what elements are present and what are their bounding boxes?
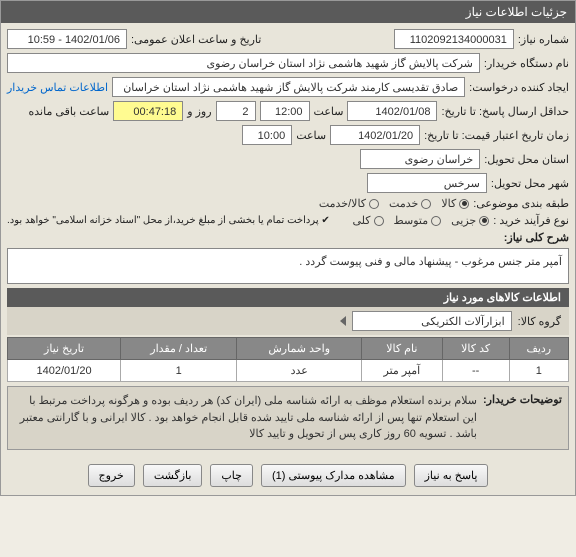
goods-group-value: ابزارآلات الکتریکی [352, 311, 512, 331]
days-label: روز و [187, 105, 211, 118]
need-no-value: 1102092134000031 [394, 29, 514, 49]
radio-label: جزیی [451, 214, 476, 227]
back-button[interactable]: بازگشت [143, 464, 203, 487]
radio-label: کالا [441, 197, 456, 210]
radio-label: متوسط [394, 214, 429, 227]
radio-icon [459, 199, 469, 209]
cell-date: 1402/01/20 [8, 360, 121, 382]
need-no-label: شماره نیاز: [518, 33, 569, 46]
print-button[interactable]: چاپ [210, 464, 253, 487]
radio-icon [431, 216, 441, 226]
city-value: سرخس [367, 173, 487, 193]
cell-name: آمپر متر [362, 360, 443, 382]
summary-label: شرح کلی نیاز: [504, 231, 569, 244]
buyer-notes-box: توضیحات خریدار: سلام برنده استعلام موظف … [7, 386, 569, 450]
radio-label: کلی [353, 214, 371, 227]
radio-icon [374, 216, 384, 226]
summary-box: آمپر متر جنس مرغوب - پیشنهاد مالی و فنی … [7, 248, 569, 284]
deadline-label: حداقل ارسال پاسخ: تا تاریخ: [441, 105, 569, 118]
th-date: تاریخ نیاز [8, 338, 121, 360]
province-value: خراسان رضوی [360, 149, 480, 169]
th-name: نام کالا [362, 338, 443, 360]
radio-label: خدمت [389, 197, 418, 210]
details-panel: جزئیات اطلاعات نیاز شماره نیاز: 11020921… [0, 0, 576, 496]
announce-label: تاریخ و ساعت اعلان عمومی: [131, 33, 261, 46]
items-section-title: اطلاعات کالاهای مورد نیاز [7, 288, 569, 307]
subject-radio-group: کالا خدمت کالا/خدمت [7, 197, 469, 210]
attachments-button[interactable]: مشاهده مدارک پیوستی (1) [261, 464, 406, 487]
announce-value: 1402/01/06 - 10:59 [7, 29, 127, 49]
cell-row: 1 [509, 360, 568, 382]
radio-icon [479, 216, 489, 226]
exit-button[interactable]: خروج [88, 464, 135, 487]
purchase-radio-group: جزیی متوسط کلی [334, 214, 489, 227]
cell-qty: 1 [121, 360, 237, 382]
purchase-type-label: نوع فرآیند خرید : [493, 214, 569, 227]
cell-code: -- [442, 360, 509, 382]
contact-link[interactable]: اطلاعات تماس خریدار [7, 81, 108, 94]
th-row: ردیف [509, 338, 568, 360]
footer-buttons: پاسخ به نیاز مشاهده مدارک پیوستی (1) چاپ… [1, 456, 575, 495]
days-value: 2 [216, 101, 256, 121]
valid-time: 10:00 [242, 125, 292, 145]
time-label-1: ساعت [314, 105, 344, 118]
cell-unit: عدد [237, 360, 362, 382]
panel-body: شماره نیاز: 1102092134000031 تاریخ و ساع… [1, 23, 575, 456]
buyer-org-label: نام دستگاه خریدار: [484, 57, 569, 70]
subject-option-2[interactable]: کالا/خدمت [319, 197, 379, 210]
table-row[interactable]: 1 -- آمپر متر عدد 1 1402/01/20 [8, 360, 569, 382]
subject-option-1[interactable]: خدمت [389, 197, 431, 210]
payment-note: ✔ پرداخت تمام یا بخشی از مبلغ خرید،از مح… [7, 215, 330, 226]
valid-date: 1402/01/20 [330, 125, 420, 145]
items-table: ردیف کد کالا نام کالا واحد شمارش تعداد /… [7, 337, 569, 382]
th-unit: واحد شمارش [237, 338, 362, 360]
purchase-option-2[interactable]: کلی [353, 214, 384, 227]
deadline-date: 1402/01/08 [347, 101, 437, 121]
reply-button[interactable]: پاسخ به نیاز [414, 464, 489, 487]
radio-icon [369, 199, 379, 209]
th-qty: تعداد / مقدار [121, 338, 237, 360]
radio-label: کالا/خدمت [319, 197, 366, 210]
purchase-option-0[interactable]: جزیی [451, 214, 489, 227]
buyer-notes-label: توضیحات خریدار: [483, 393, 562, 443]
remaining-label: ساعت باقی مانده [29, 105, 110, 118]
goods-group-label: گروه کالا: [518, 315, 561, 328]
radio-icon [421, 199, 431, 209]
city-label: شهر محل تحویل: [491, 177, 569, 190]
creator-label: ایجاد کننده درخواست: [469, 81, 569, 94]
purchase-option-1[interactable]: متوسط [394, 214, 442, 227]
time-label-2: ساعت [296, 129, 326, 142]
dropdown-icon[interactable] [340, 316, 346, 326]
th-code: کد کالا [442, 338, 509, 360]
deadline-time: 12:00 [260, 101, 310, 121]
buyer-notes-text: سلام برنده استعلام موظف به ارائه شناسه م… [14, 393, 477, 443]
countdown-value: 00:47:18 [113, 101, 183, 121]
buyer-org-value: شرکت پالایش گاز شهید هاشمی نژاد استان خر… [7, 53, 480, 73]
subject-option-0[interactable]: کالا [441, 197, 469, 210]
panel-title: جزئیات اطلاعات نیاز [1, 1, 575, 23]
creator-value: صادق تقدیسی کارمند شرکت پالایش گاز شهید … [112, 77, 465, 97]
valid-label: زمان تاریخ اعتبار قیمت: تا تاریخ: [424, 129, 569, 142]
subject-cat-label: طبقه بندی موضوعی: [473, 197, 569, 210]
province-label: استان محل تحویل: [484, 153, 569, 166]
